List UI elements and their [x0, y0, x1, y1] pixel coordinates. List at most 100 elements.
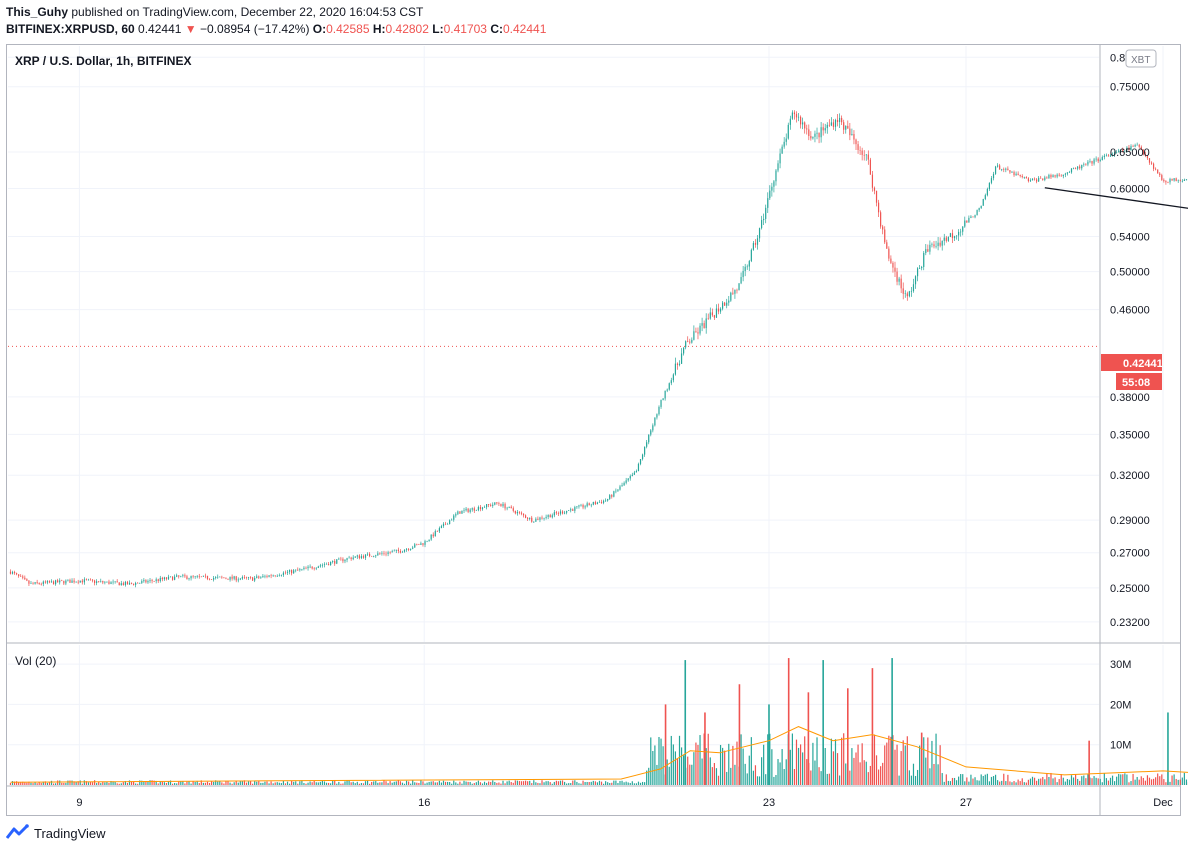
candle-body	[1124, 150, 1126, 152]
candle-body	[925, 249, 927, 254]
volume-bar	[262, 782, 264, 785]
volume-bar	[888, 735, 890, 785]
volume-bar	[722, 747, 724, 785]
candle-body	[213, 577, 215, 580]
volume-bar	[381, 782, 383, 785]
volume-bar	[949, 781, 952, 785]
volume-bar	[919, 745, 921, 785]
candle-body	[660, 400, 662, 407]
volume-bar	[627, 782, 629, 785]
volume-bar	[964, 781, 966, 785]
candle-body	[717, 308, 720, 312]
volume-bar	[362, 783, 365, 785]
candle-body	[453, 515, 455, 520]
volume-bar	[968, 781, 970, 785]
candle-body	[958, 231, 960, 236]
candle-body	[96, 581, 98, 583]
volume-bar	[16, 781, 18, 785]
tradingview-logo[interactable]: TradingView	[6, 824, 106, 842]
volume-spike	[738, 684, 741, 785]
volume-bar	[52, 783, 55, 785]
volume-bar	[36, 783, 38, 785]
candle-body	[611, 495, 613, 497]
volume-bar	[180, 781, 182, 785]
candle-body	[336, 559, 338, 564]
candle-body	[364, 554, 367, 558]
candle-body	[219, 576, 221, 578]
volume-bar	[516, 780, 518, 785]
candle-body	[457, 511, 459, 515]
candle-body	[1103, 155, 1105, 158]
candle-body	[87, 579, 90, 581]
volume-bar	[880, 766, 882, 785]
candle-body	[555, 512, 557, 514]
volume-bar	[1087, 774, 1089, 785]
volume-bar	[393, 781, 395, 785]
time-axis[interactable]: 9162327Dec7142128	[76, 797, 1188, 809]
volume-bar	[1099, 778, 1101, 785]
volume-bar	[713, 763, 715, 785]
currency-badge[interactable]	[1125, 49, 1157, 68]
volume-bar	[1097, 778, 1099, 785]
volume-bar	[243, 780, 246, 785]
candle-body	[237, 579, 239, 581]
volume-spike	[1167, 712, 1169, 785]
volume-bar	[845, 763, 847, 785]
candle-body	[204, 575, 207, 577]
volume-bar	[1054, 777, 1056, 785]
candle-body	[561, 511, 564, 514]
candle-body	[440, 526, 443, 529]
volume-bar	[1128, 782, 1130, 785]
candle-body	[1079, 166, 1081, 169]
volume-axis: 30M 20M 10M	[1110, 659, 1131, 752]
candle-body	[1060, 175, 1062, 177]
volume-bar	[457, 783, 459, 785]
volume-bar	[313, 780, 315, 785]
volume-bar	[387, 783, 389, 785]
volume-bar	[128, 780, 131, 785]
volume-bar	[323, 781, 326, 785]
volume-bar	[1122, 774, 1124, 785]
volume-bar	[291, 780, 293, 785]
price-axis[interactable]: 0.800000.750000.650000.600000.540000.500…	[1110, 52, 1150, 629]
author-name[interactable]: This_Guhy	[6, 5, 69, 19]
candle-body	[155, 579, 157, 582]
candle-body	[405, 549, 408, 550]
volume-bar	[264, 781, 266, 785]
volume-bar	[810, 770, 812, 785]
candle-body	[426, 541, 428, 542]
candle-body	[592, 502, 594, 505]
candle-body	[1161, 175, 1163, 180]
volume-bar	[836, 753, 839, 785]
volume-bar	[615, 780, 617, 785]
volume-bar	[797, 747, 800, 785]
volume-bar	[960, 774, 962, 785]
volume-bar	[1044, 779, 1046, 785]
volume-bar	[873, 734, 876, 785]
candle-body	[763, 218, 765, 221]
candle-body	[176, 575, 178, 577]
candle-body	[1054, 175, 1056, 177]
tradingview-logo-icon	[6, 824, 29, 839]
volume-bar	[512, 782, 514, 785]
candle-body	[1109, 155, 1112, 157]
volume-bar	[531, 783, 533, 785]
candle-body	[1003, 169, 1005, 170]
candle-body	[1087, 161, 1089, 165]
candle-body	[488, 504, 490, 505]
volume-bar	[1175, 778, 1177, 785]
candle-body	[55, 580, 57, 585]
candle-body	[373, 556, 375, 557]
candle-body	[921, 266, 923, 269]
volume-bar	[748, 755, 750, 785]
volume-bar	[479, 782, 482, 785]
volume-bar	[574, 780, 576, 785]
candle-body	[1068, 172, 1071, 173]
volume-bar	[182, 780, 184, 785]
candle-body	[1150, 162, 1153, 164]
volume-tick-label: 20M	[1110, 699, 1131, 711]
volume-bar	[697, 744, 699, 785]
volume-bar	[295, 781, 297, 785]
candle-body	[652, 425, 654, 431]
